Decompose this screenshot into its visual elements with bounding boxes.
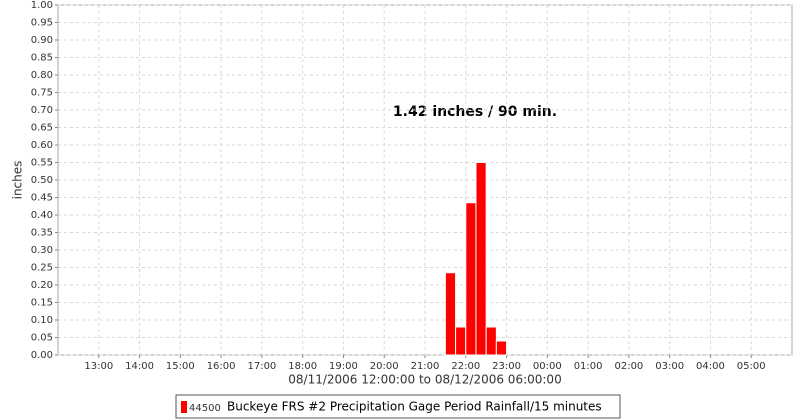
- y-tick-label: 0.15: [31, 298, 53, 309]
- bar: [485, 326, 497, 356]
- x-tick-label: 15:00: [166, 361, 195, 372]
- x-tick-label: 18:00: [288, 361, 317, 372]
- x-tick-label: 13:00: [84, 361, 113, 372]
- x-tick-label: 21:00: [411, 361, 440, 372]
- y-tick-label: 0.75: [31, 88, 53, 99]
- legend-station: 44500: [189, 403, 221, 414]
- y-tick-label: 0.05: [31, 333, 53, 344]
- y-tick-label: 0.35: [31, 228, 53, 239]
- x-tick-label: 19:00: [329, 361, 358, 372]
- y-tick-label: 0.30: [31, 245, 53, 256]
- legend: [175, 394, 621, 419]
- x-tick-label: 14:00: [125, 361, 154, 372]
- y-tick-label: 0.95: [31, 18, 53, 29]
- x-tick-label: 16:00: [207, 361, 236, 372]
- y-axis-label: inches: [11, 161, 25, 200]
- y-tick-label: 0.70: [31, 105, 53, 116]
- y-tick-label: 1.00: [31, 0, 53, 11]
- x-tick-label: 01:00: [574, 361, 603, 372]
- x-tick-label: 04:00: [696, 361, 725, 372]
- y-tick-label: 0.65: [31, 123, 53, 134]
- y-tick-label: 0.60: [31, 140, 53, 151]
- y-tick-label: 0.50: [31, 175, 53, 186]
- bar: [465, 202, 477, 356]
- y-tick-label: 0.90: [31, 35, 53, 46]
- x-tick-label: 23:00: [492, 361, 521, 372]
- bar: [495, 340, 508, 356]
- annotation: 1.42 inches / 90 min.: [393, 104, 557, 120]
- y-tick-label: 0.55: [31, 158, 53, 169]
- x-tick-label: 02:00: [614, 361, 643, 372]
- y-tick-label: 0.20: [31, 280, 53, 291]
- x-tick-label: 03:00: [655, 361, 684, 372]
- bar: [444, 272, 457, 356]
- x-tick-label: 05:00: [737, 361, 766, 372]
- y-tick-label: 0.00: [31, 350, 53, 361]
- y-tick-label: 0.80: [31, 70, 53, 81]
- x-axis-label: 08/11/2006 12:00:00 to 08/12/2006 06:00:…: [288, 373, 561, 387]
- bar: [475, 162, 487, 356]
- y-tick-label: 0.85: [31, 53, 53, 64]
- y-tick-label: 0.45: [31, 193, 53, 204]
- y-tick-label: 0.40: [31, 210, 53, 221]
- x-tick-label: 22:00: [451, 361, 480, 372]
- y-tick-label: 0.25: [31, 263, 53, 274]
- x-tick-label: 00:00: [533, 361, 562, 372]
- y-tick-label: 0.10: [31, 315, 53, 326]
- legend-swatch: [181, 401, 187, 413]
- x-tick-label: 17:00: [247, 361, 276, 372]
- legend-label: Buckeye FRS #2 Precipitation Gage Period…: [227, 400, 602, 414]
- bar: [455, 326, 467, 356]
- x-tick-label: 20:00: [370, 361, 399, 372]
